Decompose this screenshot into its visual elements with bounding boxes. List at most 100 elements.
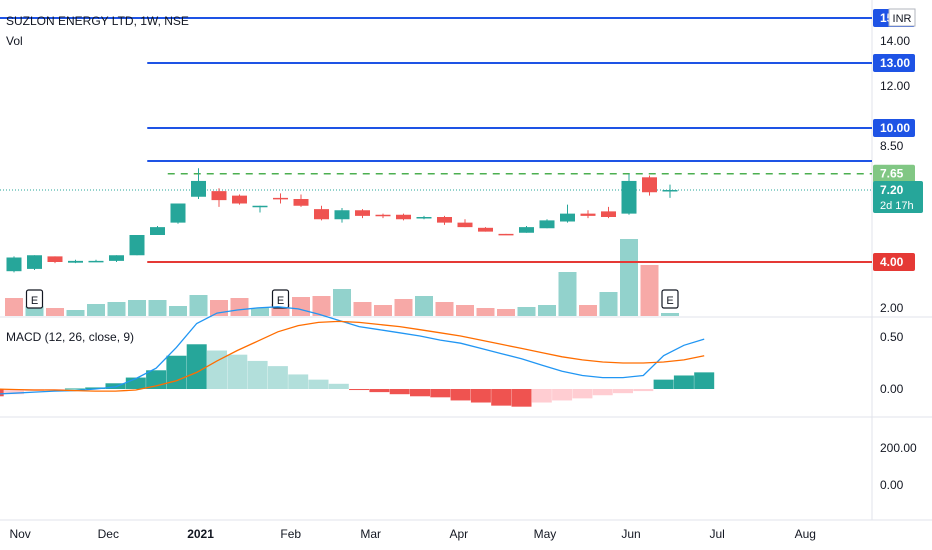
candle bbox=[519, 226, 534, 233]
candle bbox=[109, 255, 124, 262]
candle-body bbox=[109, 255, 124, 261]
earnings-marker[interactable]: E bbox=[25, 289, 44, 309]
volume-bar bbox=[476, 308, 495, 316]
candle bbox=[498, 233, 514, 236]
macd-histogram-bar bbox=[552, 389, 573, 401]
candle bbox=[457, 219, 473, 228]
countdown-text: 2d 17h bbox=[880, 200, 914, 212]
chart-title: SUZLON ENERGY LTD, 1W, NSE bbox=[6, 14, 189, 28]
candle bbox=[539, 219, 555, 229]
currency-label: INR bbox=[893, 13, 912, 25]
time-axis-label: Jul bbox=[709, 527, 724, 541]
candle bbox=[47, 256, 63, 264]
macd-histogram-bar bbox=[673, 375, 694, 389]
candlesticks bbox=[6, 168, 678, 273]
lower-pane-axis-label: 200.00 bbox=[880, 441, 917, 455]
volume-bar bbox=[25, 306, 44, 316]
candle bbox=[642, 175, 657, 196]
volume-bar bbox=[251, 308, 269, 316]
macd-histogram-bar bbox=[491, 389, 512, 406]
candle-body bbox=[457, 222, 473, 228]
candle-body bbox=[211, 191, 227, 201]
volume-bar bbox=[538, 305, 556, 316]
earnings-marker-label: E bbox=[277, 295, 284, 307]
volume-bar bbox=[415, 296, 433, 316]
macd-histogram-bar bbox=[389, 389, 410, 395]
macd-histogram-bar bbox=[207, 350, 227, 389]
volume-bar bbox=[87, 304, 105, 316]
level-badge-box bbox=[873, 119, 915, 137]
earnings-marker-label: E bbox=[666, 295, 673, 307]
candle bbox=[6, 256, 22, 273]
level-badge: 4.00 bbox=[873, 253, 915, 271]
volume-bar bbox=[353, 302, 372, 316]
dashed-level-badge: 7.65 bbox=[873, 164, 915, 183]
candle-body bbox=[498, 233, 514, 236]
volume-bar bbox=[5, 298, 23, 316]
volume-bar bbox=[456, 305, 474, 316]
currency-box[interactable] bbox=[888, 8, 916, 27]
candle-body bbox=[6, 257, 22, 272]
earnings-marker[interactable]: E bbox=[271, 289, 290, 309]
macd-histogram-bar bbox=[166, 355, 187, 389]
macd-histogram-bar bbox=[613, 389, 633, 394]
candle-body bbox=[416, 217, 432, 219]
candle-body bbox=[355, 210, 370, 216]
earnings-marker[interactable]: E bbox=[661, 289, 679, 309]
price-axis-label: 12.00 bbox=[880, 79, 910, 93]
candle-body bbox=[293, 199, 309, 206]
candle-body bbox=[396, 214, 411, 220]
volume-bar bbox=[497, 309, 515, 316]
earnings-marker-box bbox=[25, 289, 44, 309]
macd-axis-label: 0.00 bbox=[880, 382, 904, 396]
level-badge-box bbox=[873, 54, 915, 72]
candle-body bbox=[662, 190, 678, 192]
macd-histogram-bar bbox=[328, 383, 349, 389]
level-badge: 13.00 bbox=[873, 54, 915, 72]
level-badge-text: 10.00 bbox=[880, 121, 910, 135]
candle bbox=[334, 208, 350, 223]
candle-body bbox=[47, 256, 63, 262]
candle-body bbox=[642, 177, 657, 193]
macd-histogram-bar bbox=[349, 389, 370, 391]
candle bbox=[191, 168, 206, 199]
macd-label: MACD (12, 26, close, 9) bbox=[6, 330, 134, 344]
macd-line bbox=[0, 306, 705, 395]
candle-body bbox=[191, 180, 206, 197]
time-axis-label: May bbox=[534, 527, 557, 541]
volume-bar bbox=[661, 313, 679, 316]
earnings-marker-box bbox=[271, 289, 290, 309]
volume-bar bbox=[579, 305, 597, 316]
candle bbox=[273, 193, 288, 204]
candle bbox=[68, 259, 83, 264]
macd-histogram-bar bbox=[430, 389, 451, 398]
time-axis-label: Aug bbox=[795, 527, 816, 541]
volume-label: Vol bbox=[6, 34, 23, 48]
volume-bar bbox=[107, 302, 126, 316]
candle-body bbox=[375, 214, 391, 217]
candle-body bbox=[539, 220, 555, 229]
time-axis-label: Jun bbox=[621, 527, 640, 541]
volume-bar bbox=[599, 292, 618, 316]
macd-histogram-bar bbox=[470, 389, 491, 403]
candle-body bbox=[314, 209, 329, 220]
volume-bar bbox=[435, 302, 454, 316]
candle-body bbox=[580, 213, 596, 216]
macd-histogram-bar bbox=[633, 389, 654, 392]
macd-histogram-bar bbox=[247, 360, 268, 389]
macd-axis-label: 0.50 bbox=[880, 330, 904, 344]
candle bbox=[27, 255, 42, 271]
volume-bar bbox=[394, 299, 413, 316]
volume-bar bbox=[333, 289, 351, 316]
macd-histogram-bar bbox=[64, 388, 85, 390]
candle-body bbox=[129, 235, 145, 256]
time-axis-label: Dec bbox=[98, 527, 119, 541]
horizontal-lines[interactable] bbox=[0, 17, 872, 263]
candle bbox=[621, 173, 637, 215]
macd-histogram-bar bbox=[125, 377, 146, 389]
candle-body bbox=[252, 205, 268, 208]
volume-bar bbox=[374, 305, 392, 316]
candle bbox=[375, 213, 391, 219]
